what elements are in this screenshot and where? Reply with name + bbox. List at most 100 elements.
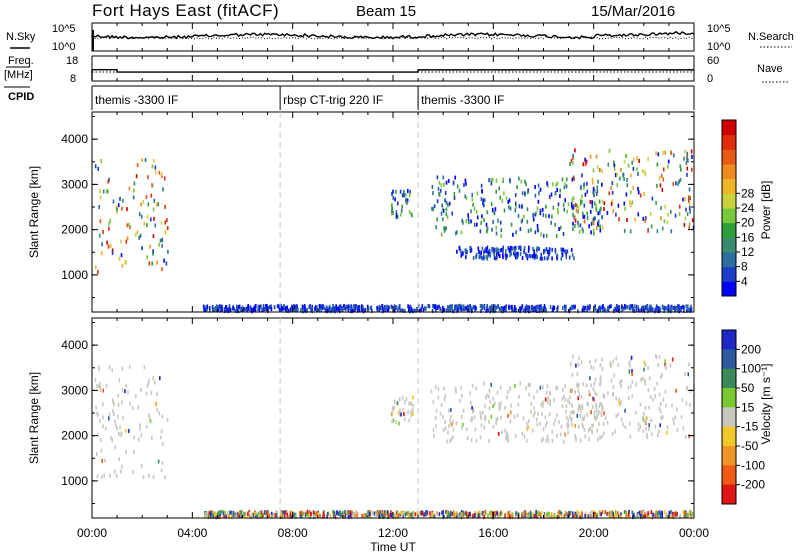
echo-cell [651,515,654,520]
echo-cell [272,512,274,517]
echo-cell [599,375,602,380]
echo-cell [460,306,462,311]
echo-cell [602,422,605,427]
echo-cell [574,511,577,516]
echo-cell [504,428,506,433]
echo-cell [390,513,392,518]
echo-cell [150,193,153,198]
echo-cell [599,305,601,310]
echo-cell [445,212,448,217]
echo-cell [290,510,293,515]
colorbar-tick-label: -15 [741,420,759,434]
echo-cell [108,416,110,421]
echo-cell [549,399,551,404]
echo-cell [121,366,124,371]
echo-cell [164,204,166,209]
echo-cell [213,511,215,516]
echo-cell [117,203,120,208]
echo-cell [392,195,394,200]
echo-cell [556,188,558,192]
echo-cell [542,306,545,311]
echo-cell [470,209,472,214]
echo-cell [129,401,131,406]
echo-cell [526,219,529,224]
echo-cell [390,304,393,309]
echo-cell [398,305,400,310]
echo-cell [357,305,360,310]
echo-cell [608,304,611,309]
echo-cell [500,247,503,252]
echo-cell [618,397,620,402]
echo-cell [581,308,584,313]
echo-cell [570,418,572,423]
echo-cell [325,305,328,310]
echo-cell [498,512,500,517]
echo-cell [585,159,588,164]
echo-cell [409,192,411,197]
echo-cell [658,510,661,515]
echo-cell [478,513,481,518]
echo-cell [690,510,692,514]
echo-cell [397,308,399,313]
echo-cell [533,405,535,410]
echo-cell [493,511,496,516]
echo-cell [675,388,677,393]
echo-cell [308,305,311,309]
echo-cell [395,420,398,425]
echo-cell [637,212,640,217]
echo-cell [220,305,222,310]
echo-cell [318,513,321,518]
echo-cell [438,191,440,196]
echo-cell [514,193,517,198]
echo-cell [494,304,496,309]
echo-cell [283,306,285,311]
echo-cell [355,512,358,517]
echo-cell [507,511,510,515]
echo-cell [332,307,334,311]
echo-cell [128,186,131,191]
echo-cell [667,514,669,519]
echo-cell [630,355,633,360]
echo-cell [687,198,690,203]
echo-cell [551,214,553,219]
echo-cell [592,186,595,191]
echo-cell [452,510,455,514]
echo-cell [257,307,259,311]
echo-cell [615,396,618,401]
echo-cell [121,263,124,268]
echo-cell [631,303,633,308]
echo-cell [689,202,691,207]
echo-cell [132,470,134,475]
echo-cell [680,305,683,310]
echo-cell [643,309,646,313]
echo-cell [108,365,111,370]
echo-cell [586,189,589,194]
echo-cell [584,157,586,162]
echo-cell [688,434,691,439]
echo-cell [508,198,511,203]
echo-cell [412,395,414,400]
echo-cell [350,305,353,310]
echo-cell [551,247,553,252]
echo-cell [581,515,583,520]
echo-cell [631,372,633,377]
echo-cell [689,389,692,393]
echo-cell [571,160,574,165]
echo-cell [424,307,427,311]
echo-cell [251,309,253,314]
echo-cell [205,307,208,312]
echo-cell [227,309,230,313]
echo-cell [528,392,530,397]
echo-cell [626,513,628,518]
nsky-tick-high: 10^5 [52,23,76,35]
echo-cell [596,512,599,517]
echo-cell [302,305,305,310]
echo-cell [554,191,557,196]
echo-cell [141,158,143,163]
echo-cell [598,404,601,409]
xtick-label: 00:00 [679,526,709,540]
echo-cell [334,515,337,520]
echo-cell [475,210,478,214]
echo-cell [537,510,540,515]
echo-cell [614,306,616,311]
